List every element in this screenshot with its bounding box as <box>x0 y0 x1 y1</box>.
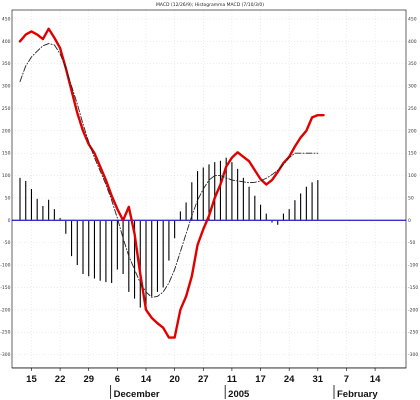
y-tick-label: 450 <box>408 16 417 22</box>
y-tick-label: -250 <box>408 330 418 336</box>
y-tick-label: -100 <box>408 263 418 269</box>
y-tick-label: -50 <box>3 240 10 246</box>
y-tick-label: 350 <box>408 61 417 67</box>
y-tick-label: -300 <box>0 352 10 358</box>
x-tick-label: 22 <box>55 374 66 385</box>
y-tick-label: 250 <box>408 106 417 112</box>
y-tick-label: 50 <box>5 195 11 201</box>
y-tick-label: -200 <box>408 307 418 313</box>
y-tick-label: -150 <box>0 285 10 291</box>
y-tick-label: -100 <box>0 263 10 269</box>
series-lines <box>18 27 325 339</box>
y-tick-label: 400 <box>2 39 11 45</box>
y-tick-label: -250 <box>0 330 10 336</box>
chart-title: MACD (12/26/9); Histogramma MACD (7/10/3… <box>156 2 264 8</box>
y-tick-label: 400 <box>408 39 417 45</box>
y-axis-right: 450 400 350 300 250 200 150 100 50 0 -50 -100 -150 -2… <box>408 16 418 358</box>
y-tick-label: 150 <box>2 151 11 157</box>
y-tick-label: 200 <box>2 128 11 134</box>
y-tick-label: -200 <box>0 307 10 313</box>
y-tick-label: 100 <box>408 173 417 179</box>
y-axis-left: 450 400 350 300 250 200 150 100 50 0 -50 -100 -150 -2… <box>0 16 10 358</box>
x-axis-band <box>12 368 406 400</box>
y-tick-label: 150 <box>408 151 417 157</box>
y-tick-label: -150 <box>408 285 418 291</box>
x-tick-label: 27 <box>198 374 209 385</box>
month-label: December <box>114 389 160 400</box>
x-tick-label: 14 <box>370 374 381 385</box>
x-tick-label: 24 <box>284 374 295 385</box>
y-tick-label: 100 <box>2 173 11 179</box>
y-tick-label: 350 <box>2 61 11 67</box>
y-tick-label: 0 <box>408 218 411 224</box>
x-tick-label: 20 <box>169 374 180 385</box>
month-label: 2005 <box>228 389 250 400</box>
x-tick-label: 11 <box>227 374 238 385</box>
y-tick-label: 50 <box>408 195 414 201</box>
x-tick-label: 7 <box>344 374 349 385</box>
x-tick-label: 14 <box>141 374 152 385</box>
y-tick-label: 450 <box>2 16 11 22</box>
x-tick-label: 6 <box>115 374 120 385</box>
y-tick-label: 250 <box>2 106 11 112</box>
y-tick-label: 300 <box>2 84 11 90</box>
x-tick-label: 29 <box>83 374 94 385</box>
month-label: February <box>337 389 378 400</box>
x-axis-labels: 15 22 29 6 14 20 27 11 17 24 31 7 14 <box>26 368 381 385</box>
x-axis-month-labels: December 2005 February <box>110 385 378 400</box>
y-tick-label: 200 <box>408 128 417 134</box>
y-tick-label: -50 <box>408 240 415 246</box>
signal-line <box>19 43 319 298</box>
macd-line <box>18 27 325 339</box>
x-tick-label: 31 <box>313 374 324 385</box>
x-tick-label: 15 <box>26 374 37 385</box>
y-tick-label: 0 <box>8 218 11 224</box>
y-tick-label: 300 <box>408 84 417 90</box>
y-tick-label: -300 <box>408 352 418 358</box>
x-tick-label: 17 <box>255 374 266 385</box>
